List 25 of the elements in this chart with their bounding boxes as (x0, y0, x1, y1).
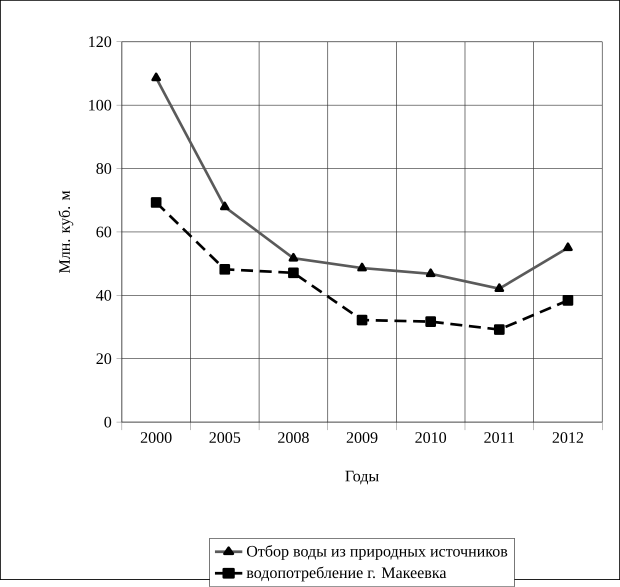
x-tick-label: 2005 (209, 432, 240, 443)
y-tick-label: 100 (89, 100, 112, 111)
x-axis-title: Годы (345, 470, 379, 484)
x-tick-label: 2008 (278, 432, 309, 443)
y-tick-label: 120 (89, 36, 112, 48)
point (288, 268, 299, 278)
x-tick-label: 2010 (415, 432, 446, 443)
x-tick-label: 2000 (140, 432, 172, 443)
y-tick-label: 40 (96, 290, 112, 301)
point (356, 314, 368, 326)
point (150, 197, 162, 208)
y-axis-title: Млн. куб. м (58, 190, 74, 274)
x-tick-label: 2012 (552, 432, 584, 443)
y-tick-label: 0 (104, 416, 112, 428)
point (562, 295, 574, 306)
point (494, 324, 505, 335)
y-tick-label: 80 (96, 163, 112, 174)
point (219, 264, 230, 275)
y-tick-label: 20 (96, 353, 112, 364)
y-tick-label: 60 (96, 226, 112, 238)
legend-label: водопотребление г. Макеевка (246, 566, 446, 582)
x-tick-label: 2011 (484, 432, 514, 443)
x-tick-label: 2009 (346, 432, 378, 443)
point (425, 316, 436, 328)
legend-label: Отбор воды из природных источников (246, 545, 508, 560)
